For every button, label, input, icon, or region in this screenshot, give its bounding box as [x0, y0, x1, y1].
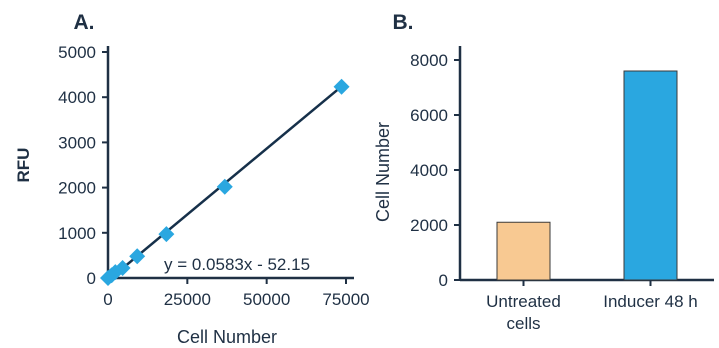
y-tick-label: 6000	[410, 106, 448, 125]
y-axis-title: RFU	[14, 148, 33, 183]
y-tick-label: 2000	[410, 216, 448, 235]
x-tick-label: 75000	[322, 290, 369, 309]
y-tick-label: 0	[439, 271, 448, 290]
data-point	[333, 78, 350, 95]
category-label: cells	[506, 314, 540, 333]
y-tick-label: 4000	[58, 88, 96, 107]
data-point	[114, 260, 131, 277]
x-tick-label: 50000	[243, 290, 290, 309]
panel-label: B.	[393, 11, 414, 34]
y-axis-title: Cell Number	[373, 122, 393, 222]
x-axis-title: Cell Number	[177, 327, 277, 347]
bar-panel: B. 0 2000 4000 6000 8000 Untreated cells Inducer…	[373, 11, 714, 333]
y-tick-label: 2000	[58, 179, 96, 198]
y-tick-label: 8000	[410, 51, 448, 70]
category-label: Untreated	[486, 292, 561, 311]
y-tick-label: 4000	[410, 161, 448, 180]
y-tick-label: 3000	[58, 133, 96, 152]
data-point	[129, 248, 146, 265]
x-tick-label: 25000	[164, 290, 211, 309]
data-point	[158, 226, 175, 243]
y-tick-label: 0	[87, 269, 96, 288]
panel-label: A.	[74, 11, 95, 34]
bar	[496, 221, 551, 281]
trendline-equation: y = 0.0583x - 52.15	[164, 255, 310, 274]
y-tick-label: 5000	[58, 43, 96, 62]
y-tick-label: 1000	[58, 224, 96, 243]
category-label: Inducer 48 h	[603, 292, 698, 311]
x-tick-label: 0	[103, 290, 112, 309]
data-point	[216, 178, 233, 195]
bar	[623, 70, 678, 281]
